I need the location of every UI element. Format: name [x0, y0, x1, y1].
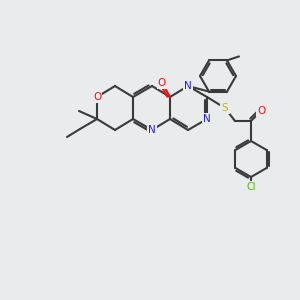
Text: O: O — [93, 92, 101, 102]
Text: N: N — [148, 125, 156, 135]
Text: Cl: Cl — [246, 182, 256, 192]
Text: N: N — [203, 114, 211, 124]
Text: S: S — [222, 103, 228, 113]
Text: N: N — [184, 81, 192, 91]
Text: O: O — [158, 78, 166, 88]
Text: O: O — [257, 106, 265, 116]
